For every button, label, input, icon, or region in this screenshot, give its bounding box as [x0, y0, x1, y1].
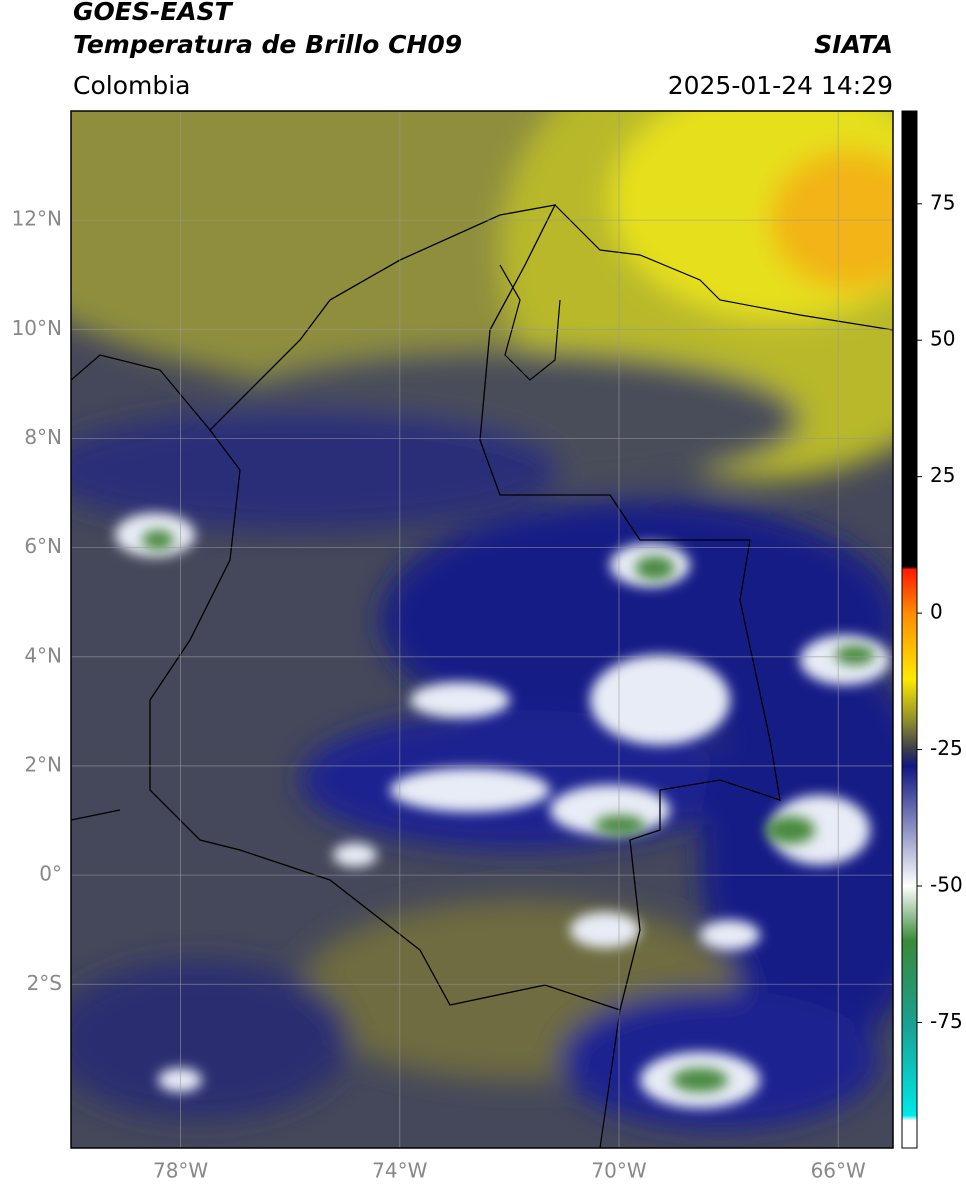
colorbar-tick-label: 0: [930, 600, 943, 624]
colorbar-tick-label: 25: [930, 463, 955, 487]
colorbar-tick-label: 75: [930, 190, 955, 214]
colorbar-tick-label: -50: [930, 873, 963, 897]
grid: [71, 111, 893, 1148]
x-tick-label: 70°W: [591, 1159, 646, 1183]
y-tick-label: 2°N: [24, 752, 62, 776]
satellite-image: [71, 111, 893, 1148]
y-tick-label: 12°N: [12, 207, 62, 231]
title: GOES-EAST: [73, 0, 234, 26]
colorbar-tick-label: 50: [930, 327, 955, 351]
colorbar-tick-label: -25: [930, 736, 963, 760]
x-tick-label: 66°W: [811, 1159, 866, 1183]
y-tick-label: 10°N: [12, 316, 62, 340]
y-tick-label: 0°: [39, 862, 62, 886]
source: SIATA: [814, 30, 893, 59]
x-tick-label: 74°W: [372, 1159, 427, 1183]
colorbar: [901, 110, 918, 1149]
y-tick-label: 4°N: [24, 643, 62, 667]
subtitle: Temperatura de Brillo CH09: [73, 30, 462, 59]
y-tick-label: 6°N: [24, 534, 62, 558]
y-tick-label: 2°S: [27, 971, 62, 995]
map-frame: [70, 110, 894, 1149]
datetime: 2025-01-24 14:29: [668, 71, 893, 100]
region: Colombia: [73, 71, 190, 100]
x-tick-label: 78°W: [153, 1159, 208, 1183]
y-tick-label: 8°N: [24, 425, 62, 449]
colorbar-tick-label: -75: [930, 1009, 963, 1033]
